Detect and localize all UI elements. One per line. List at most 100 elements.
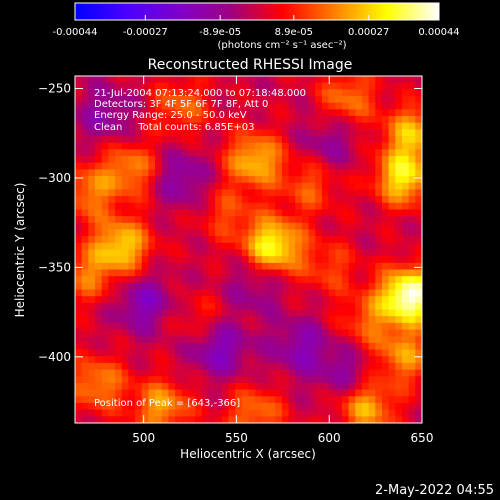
- heatmap-cell: [241, 136, 250, 144]
- heatmap-cell: [235, 229, 243, 237]
- heatmap-cell: [248, 216, 256, 224]
- heatmap-cell: [388, 222, 396, 231]
- heatmap-cell: [315, 289, 323, 297]
- heatmap-cell: [401, 202, 410, 211]
- heatmap-cell: [201, 176, 210, 184]
- heatmap-cell: [361, 242, 370, 251]
- heatmap-cell: [361, 202, 370, 211]
- heatmap-cell: [81, 269, 89, 277]
- heatmap-cell: [195, 162, 203, 171]
- heatmap-cell: [108, 282, 116, 291]
- heatmap-cell: [95, 402, 103, 411]
- heatmap-cell: [368, 369, 376, 377]
- heatmap-cell: [241, 209, 250, 217]
- heatmap-cell: [95, 236, 103, 244]
- heatmap-cell: [215, 229, 223, 237]
- heatmap-cell: [188, 282, 196, 291]
- heatmap-cell: [281, 229, 290, 237]
- heatmap-cell: [348, 376, 356, 384]
- heatmap-cell: [355, 242, 363, 251]
- heatmap-cell: [175, 262, 183, 271]
- heatmap-cell: [128, 369, 136, 377]
- heatmap-cell: [288, 309, 296, 317]
- heatmap-cell: [101, 162, 109, 171]
- heatmap-cell: [355, 89, 363, 97]
- heatmap-cell: [148, 142, 156, 150]
- heatmap-cell: [348, 382, 356, 391]
- heatmap-cell: [355, 329, 363, 337]
- heatmap-cell: [235, 109, 243, 117]
- heatmap-cell: [328, 216, 336, 224]
- colorbar-tick-label: -8.9e-05: [199, 27, 241, 38]
- heatmap-cell: [241, 142, 250, 150]
- heatmap-cell: [201, 336, 210, 344]
- heatmap-cell: [288, 76, 296, 84]
- heatmap-cell: [221, 109, 230, 117]
- heatmap-cell: [375, 136, 383, 144]
- heatmap-cell: [301, 262, 310, 271]
- heatmap-cell: [361, 176, 370, 184]
- heatmap-cell: [248, 296, 256, 304]
- heatmap-cell: [401, 236, 410, 244]
- heatmap-cell: [275, 409, 283, 417]
- heatmap-cell: [181, 76, 190, 84]
- heatmap-cell: [121, 369, 129, 377]
- heatmap-cell: [135, 222, 143, 231]
- heatmap-cell: [95, 122, 103, 130]
- heatmap-cell: [415, 122, 422, 130]
- heatmap-cell: [328, 242, 336, 251]
- heatmap-cell: [301, 362, 310, 371]
- heatmap-cell: [368, 229, 376, 237]
- heatmap-cell: [101, 329, 109, 337]
- heatmap-cell: [208, 156, 216, 164]
- heatmap-cell: [95, 82, 103, 90]
- heatmap-cell: [395, 249, 403, 257]
- heatmap-cell: [368, 82, 376, 90]
- heatmap-cell: [108, 362, 116, 371]
- heatmap-cell: [275, 136, 283, 144]
- heatmap-cell: [101, 289, 109, 297]
- heatmap-cell: [181, 382, 190, 391]
- heatmap-cell: [161, 242, 170, 251]
- heatmap-cell: [135, 89, 143, 97]
- heatmap-cell: [281, 202, 290, 211]
- heatmap-cell: [141, 96, 149, 104]
- heatmap-cell: [388, 156, 396, 164]
- heatmap-cell: [135, 316, 143, 324]
- heatmap-cell: [88, 316, 96, 324]
- heatmap-cell: [395, 396, 403, 404]
- heatmap-cell: [281, 416, 290, 423]
- heatmap-cell: [261, 396, 270, 404]
- heatmap-cell: [128, 176, 136, 184]
- heatmap-cell: [155, 209, 163, 217]
- heatmap-cell: [288, 169, 296, 177]
- heatmap-cell: [175, 222, 183, 231]
- heatmap-cell: [75, 289, 83, 297]
- heatmap-cell: [181, 296, 190, 304]
- heatmap-cell: [368, 362, 376, 371]
- heatmap-cell: [415, 129, 422, 137]
- heatmap-cell: [281, 122, 290, 130]
- heatmap-cell: [321, 389, 330, 397]
- heatmap-cell: [188, 162, 196, 171]
- heatmap-cell: [255, 136, 263, 144]
- heatmap-cell: [308, 262, 316, 271]
- heatmap-cell: [361, 76, 370, 84]
- heatmap-cell: [148, 229, 156, 237]
- heatmap-cell: [308, 329, 316, 337]
- heatmap-cell: [261, 196, 270, 204]
- heatmap-cell: [81, 362, 89, 371]
- heatmap-cell: [75, 149, 83, 157]
- heatmap-cell: [188, 322, 196, 331]
- heatmap-cell: [241, 222, 250, 231]
- heatmap-cell: [281, 296, 290, 304]
- heatmap-cell: [188, 356, 196, 364]
- heatmap-cell: [188, 296, 196, 304]
- heatmap-cell: [115, 216, 123, 224]
- heatmap-cell: [228, 136, 236, 144]
- heatmap-cell: [408, 382, 416, 391]
- heatmap-cell: [188, 369, 196, 377]
- heatmap-cell: [261, 262, 270, 271]
- heatmap-cell: [168, 382, 176, 391]
- heatmap-cell: [201, 89, 210, 97]
